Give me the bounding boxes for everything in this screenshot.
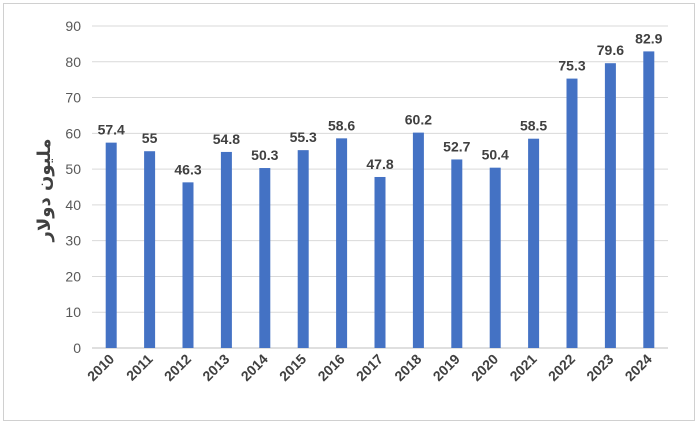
bar-2020 [489, 167, 501, 348]
y-tick-label: 40 [65, 197, 81, 213]
data-label-2021: 58.5 [520, 118, 547, 134]
y-tick-label: 10 [65, 304, 81, 320]
x-tick-label-2024: 2024 [622, 351, 655, 384]
x-tick-label-2019: 2019 [430, 351, 463, 384]
y-tick-label: 20 [65, 268, 81, 284]
x-tick-label-2013: 2013 [199, 351, 232, 384]
y-axis-label: ملیون دولار [34, 139, 55, 243]
y-tick-label: 70 [65, 90, 81, 106]
data-label-2010: 57.4 [98, 122, 125, 138]
data-label-2016: 58.6 [328, 117, 355, 133]
y-tick-label: 50 [65, 161, 81, 177]
x-tick-label-2020: 2020 [468, 351, 501, 384]
bars [105, 51, 655, 349]
data-label-2023: 79.6 [597, 42, 624, 58]
bar-2017 [374, 176, 386, 348]
data-label-2015: 55.3 [290, 129, 317, 145]
bar-2014 [259, 168, 271, 348]
data-labels: 57.4 55 46.3 54.8 50.3 55.3 58.6 47.8 60.2 52.7 50… [98, 30, 663, 177]
data-label-2022: 75.3 [558, 58, 585, 74]
y-tick-label: 80 [65, 54, 81, 70]
data-label-2014: 50.3 [251, 147, 278, 163]
data-label-2018: 60.2 [405, 112, 432, 128]
bar-2013 [220, 151, 232, 348]
x-axis-ticks: 2010 2011 2012 2013 2014 2015 2016 2017 2018 2019… [84, 351, 655, 384]
x-tick-label-2016: 2016 [314, 351, 347, 384]
data-label-2017: 47.8 [366, 156, 393, 172]
bar-2019 [451, 159, 463, 348]
bar-2016 [336, 138, 348, 348]
bar-2012 [182, 182, 194, 348]
bar-2011 [144, 151, 156, 348]
bar-2024 [643, 51, 655, 348]
x-tick-label-2011: 2011 [123, 351, 156, 384]
bar-2015 [297, 150, 309, 348]
y-tick-label: 0 [73, 340, 81, 356]
x-tick-label-2014: 2014 [238, 351, 271, 384]
bar-2021 [528, 138, 540, 348]
data-label-2024: 82.9 [635, 30, 662, 46]
bar-2010 [105, 142, 117, 348]
data-label-2012: 46.3 [174, 161, 201, 177]
bar-2023 [604, 63, 616, 348]
data-label-2019: 52.7 [443, 138, 470, 154]
data-label-2011: 55 [142, 130, 158, 146]
data-label-2020: 50.4 [482, 147, 509, 163]
y-tick-label: 30 [65, 233, 81, 249]
y-axis-ticks: 0 10 20 30 40 50 60 70 80 90 [65, 18, 81, 356]
y-tick-label: 60 [65, 125, 81, 141]
x-tick-label-2018: 2018 [391, 351, 424, 384]
x-tick-label-2021: 2021 [506, 351, 539, 384]
data-label-2013: 54.8 [213, 131, 240, 147]
bar-2018 [412, 132, 424, 348]
x-tick-label-2015: 2015 [276, 351, 309, 384]
x-tick-label-2022: 2022 [545, 351, 578, 384]
x-tick-label-2012: 2012 [161, 351, 194, 384]
y-tick-label: 90 [65, 18, 81, 34]
x-tick-label-2010: 2010 [84, 351, 117, 384]
chart-frame [3, 3, 695, 421]
x-tick-label-2023: 2023 [583, 351, 616, 384]
x-tick-label-2017: 2017 [353, 351, 386, 384]
bar-2022 [566, 78, 578, 349]
